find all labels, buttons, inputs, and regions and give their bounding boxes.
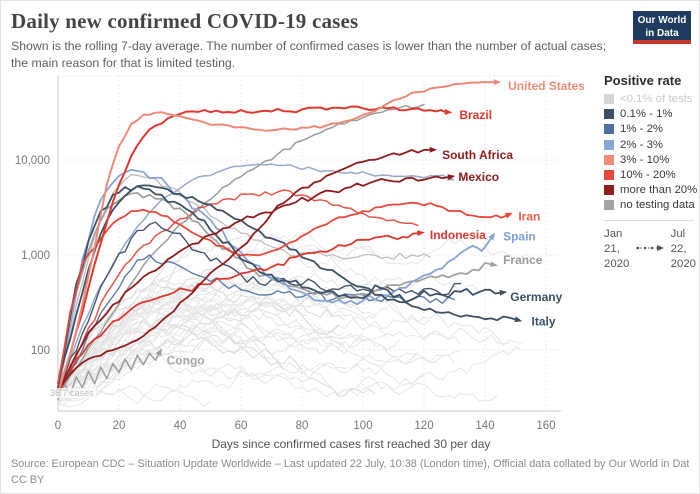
legend-item-5[interactable]: 10% - 20% (604, 169, 698, 181)
date-end: Jul 22, 2020 (670, 228, 696, 270)
legend-item-label: no testing data (620, 199, 695, 212)
x-tick-label: 140 (475, 420, 494, 432)
legend-swatch-icon (604, 124, 614, 135)
legend-item-0[interactable]: <0.1% of tests (604, 93, 698, 105)
legend-swatch-icon (604, 185, 614, 196)
date-range: Jan 21, 2020 Jul 22, 2020 (604, 227, 696, 271)
y-tick-label: 1,000 (21, 250, 50, 262)
legend-item-6[interactable]: more than 20% (604, 184, 698, 196)
legend-item-3[interactable]: 2% - 3% (604, 139, 698, 151)
date-arrow-icon (635, 242, 665, 257)
chart-svg[interactable]: 100 1,000 10,000 0 20 40 60 80 100 120 140 160 Congo… (1, 66, 700, 456)
arrowhead-icon (155, 348, 162, 357)
owid-logo-line1: Our World (637, 15, 687, 26)
country-label-germany[interactable]: Germany (510, 290, 562, 304)
owid-logo[interactable]: Our World in Data (633, 11, 691, 44)
legend-item-7[interactable]: no testing data (604, 199, 698, 211)
chart-header: Daily new confirmed COVID-19 cases Shown… (11, 9, 619, 71)
positive-rate-legend: Positive rate <0.1% of tests 0.1% - 1% 1% … (604, 73, 698, 272)
arrowhead-icon (447, 174, 456, 181)
legend-divider (604, 220, 694, 222)
series-line-gray-early-peak[interactable] (57, 174, 431, 394)
arrowhead-icon (429, 146, 438, 153)
date-start: Jan 21, 2020 (604, 228, 630, 270)
country-label-france[interactable]: France (503, 253, 543, 267)
legend-item-label: 0.1% - 1% (620, 108, 673, 121)
y-tick-label: 100 (31, 345, 50, 357)
arrowhead-icon (444, 109, 453, 115)
arrowhead-icon (490, 261, 498, 268)
legend-swatch-icon (604, 200, 614, 211)
arrowhead-icon (504, 212, 513, 219)
arrowhead-icon (488, 232, 496, 241)
series-line-spain[interactable] (57, 168, 493, 384)
chart-plot-area[interactable]: 100 1,000 10,000 0 20 40 60 80 100 120 140 160 Congo… (1, 66, 700, 456)
country-label-mexico[interactable]: Mexico (458, 170, 499, 184)
background-lines (57, 233, 528, 408)
x-tick-label: 120 (414, 420, 433, 432)
country-label-italy[interactable]: Italy (532, 314, 556, 328)
legend-items: <0.1% of tests 0.1% - 1% 1% - 2% 2% - 3% 3% … (604, 93, 698, 211)
x-tick-label: 80 (296, 420, 309, 432)
legend-swatch-icon (604, 94, 614, 104)
series-line-iran[interactable] (57, 201, 508, 384)
series-line-congo[interactable] (57, 352, 160, 401)
series-line-blue-extra[interactable] (57, 254, 456, 394)
country-label-congo[interactable]: Congo (167, 353, 205, 367)
legend-swatch-icon (604, 109, 614, 120)
source-text: Source: European CDC – Situation Update … (11, 458, 689, 470)
arrowhead-icon (417, 230, 425, 237)
series-line-united-states[interactable] (57, 81, 496, 395)
x-tick-label: 20 (113, 420, 126, 432)
arrowhead-icon (514, 316, 523, 323)
country-label-south-africa[interactable]: South Africa (442, 148, 513, 162)
arrowhead-icon (493, 79, 502, 86)
start-value-annotation: 36.7 cases (48, 388, 96, 398)
arrowhead-icon (499, 289, 508, 296)
x-tick-label: 60 (235, 420, 248, 432)
series-line-indonesia[interactable] (57, 232, 419, 395)
legend-item-label: 10% - 20% (620, 168, 676, 181)
legend-item-2[interactable]: 1% - 2% (604, 123, 698, 135)
legend-swatch-icon (604, 139, 614, 150)
legend-item-label: 1% - 2% (620, 123, 664, 136)
x-tick-label: 160 (536, 420, 555, 432)
legend-item-4[interactable]: 3% - 10% (604, 154, 698, 166)
country-label-brazil[interactable]: Brazil (459, 108, 492, 122)
source-footer: Source: European CDC – Situation Update … (11, 457, 689, 489)
series-line-brazil[interactable] (57, 105, 447, 395)
series-line-periwinkle[interactable] (57, 163, 450, 395)
legend-title: Positive rate (604, 73, 682, 88)
chart-subtitle: Shown is the rolling 7-day average. The … (11, 39, 607, 70)
country-label-indonesia[interactable]: Indonesia (430, 228, 486, 242)
legend-item-1[interactable]: 0.1% - 1% (604, 108, 698, 120)
x-tick-label: 0 (55, 420, 61, 432)
legend-item-label: more than 20% (620, 184, 698, 197)
series-line-gray-riser[interactable] (57, 103, 425, 395)
country-label-spain[interactable]: Spain (503, 229, 536, 243)
series-line-mexico[interactable] (57, 175, 450, 395)
legend-item-label: 2% - 3% (620, 138, 664, 151)
x-tick-label: 40 (174, 420, 187, 432)
series-lines: Congo France Spain Germany Italy Indonesia Ira… (57, 79, 585, 401)
page-title: Daily new confirmed COVID-19 cases (11, 9, 359, 33)
country-label-iran[interactable]: Iran (518, 210, 540, 224)
series-line-italy[interactable] (57, 184, 517, 384)
legend-swatch-icon (604, 154, 614, 165)
country-label-united-states[interactable]: United States (508, 79, 585, 93)
y-tick-label: 10,000 (15, 155, 50, 167)
x-axis-label: Days since confirmed cases first reached… (212, 437, 491, 451)
legend-item-label: <0.1% of tests (620, 93, 693, 105)
legend-item-label: 3% - 10% (620, 153, 670, 166)
series-line-navy-extra[interactable] (57, 221, 462, 389)
license-text[interactable]: CC BY (11, 473, 45, 486)
x-tick-label: 100 (353, 420, 372, 432)
owid-logo-line2: in Data (645, 27, 679, 39)
series-line-south-africa[interactable] (57, 148, 432, 389)
series-line-france[interactable] (57, 192, 493, 389)
legend-swatch-icon (604, 169, 614, 180)
